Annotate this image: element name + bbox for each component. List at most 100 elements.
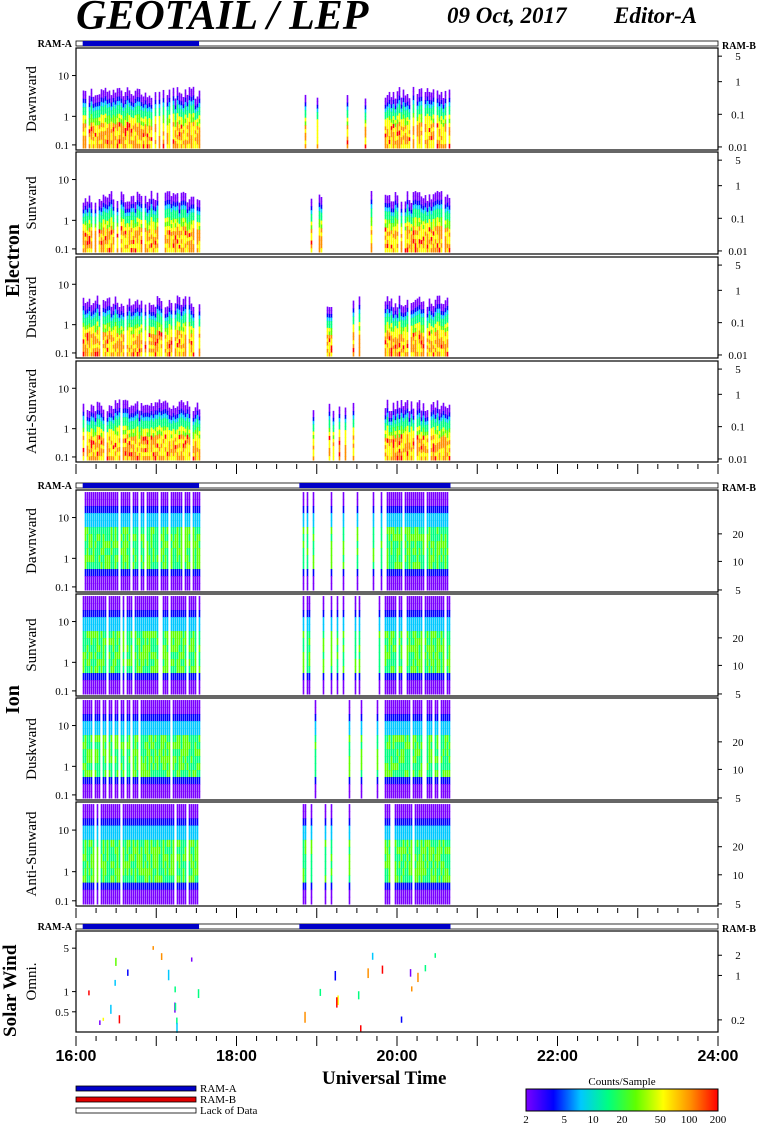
heat-cell [134, 348, 137, 353]
heat-cell [404, 95, 407, 100]
heat-cell [422, 332, 425, 337]
heat-cell [190, 131, 193, 136]
heat-cell [426, 122, 429, 128]
heat-cell [430, 448, 433, 453]
heat-cell [432, 323, 435, 328]
heat-cell [178, 430, 181, 436]
heat-cell [130, 312, 133, 317]
heat-cell [180, 222, 183, 228]
heat-cell [114, 96, 117, 102]
heat-cell [404, 341, 407, 346]
heat-cell [148, 240, 151, 245]
heat-cell [90, 326, 93, 332]
heat-cell [432, 430, 435, 436]
heat-cell [186, 234, 189, 239]
heat-cell [188, 229, 191, 234]
heat-cell [430, 337, 433, 342]
heat-cell [94, 110, 97, 115]
heat-cell [116, 135, 119, 140]
heat-cell [352, 435, 355, 441]
heat-cell [394, 247, 397, 253]
heat-cell [418, 105, 421, 111]
heat-cell [178, 227, 181, 232]
heat-cell [414, 208, 417, 214]
heat-cell [182, 100, 185, 105]
heat-cell [122, 341, 125, 346]
heat-cell [198, 333, 201, 339]
heat-cell [418, 196, 421, 202]
heat-cell [400, 115, 403, 120]
heat-cell [116, 348, 119, 353]
heat-cell [160, 439, 163, 445]
heat-cell [436, 312, 439, 318]
heat-cell [140, 243, 143, 249]
heat-cell [132, 456, 135, 461]
heat-cell [436, 115, 439, 120]
heat-cell [82, 135, 85, 141]
heat-cell [418, 317, 421, 323]
heat-cell [134, 411, 137, 417]
heat-cell [124, 416, 127, 422]
heat-cell [156, 230, 159, 236]
heat-cell [130, 228, 133, 233]
heat-cell [386, 113, 389, 119]
heat-cell [426, 452, 429, 457]
heat-cell [176, 226, 179, 232]
heat-cell [152, 315, 155, 320]
heat-cell [178, 426, 181, 432]
heat-cell [194, 429, 197, 435]
heat-cell [312, 424, 315, 429]
heat-cell [150, 112, 153, 117]
heat-cell [174, 340, 177, 346]
heat-cell [184, 347, 187, 353]
heat-cell [126, 226, 129, 231]
heat-cell [120, 139, 123, 145]
heat-cell [442, 315, 445, 320]
heat-cell [98, 455, 101, 461]
heat-cell [160, 431, 163, 437]
heat-cell [100, 241, 103, 246]
heat-cell [164, 417, 167, 423]
heat-cell [422, 320, 425, 326]
heat-cell [166, 402, 169, 408]
heat-cell [134, 219, 137, 224]
heat-cell [384, 227, 387, 233]
heat-cell [110, 341, 113, 346]
heat-cell [158, 408, 161, 413]
heat-cell [102, 548, 105, 556]
heat-cell [448, 143, 451, 149]
heat-cell [186, 209, 189, 214]
heat-cell [134, 226, 137, 232]
heat-cell [440, 139, 443, 145]
heat-cell [126, 134, 129, 140]
heat-cell [142, 448, 145, 453]
heat-cell [96, 140, 99, 145]
heat-cell [418, 226, 421, 232]
heat-cell [430, 199, 433, 204]
heat-cell [192, 331, 195, 336]
heat-cell [88, 520, 91, 528]
heat-cell [138, 210, 141, 216]
heat-cell [192, 338, 195, 343]
heat-cell [400, 434, 403, 440]
heat-cell [150, 133, 153, 138]
heat-cell [82, 431, 85, 437]
heat-cell [400, 345, 403, 350]
heat-cell [424, 211, 427, 216]
heat-cell [148, 110, 151, 115]
heat-cell [82, 427, 85, 433]
heat-cell [392, 414, 395, 420]
heat-cell [388, 320, 391, 326]
heat-cell [112, 89, 115, 95]
heat-cell [198, 452, 201, 457]
heat-cell [134, 234, 137, 239]
heat-cell [426, 435, 429, 440]
heat-cell [96, 312, 99, 318]
heat-cell [396, 119, 399, 125]
heat-cell [90, 506, 93, 514]
heat-cell [404, 312, 407, 317]
heat-cell [426, 109, 429, 115]
heat-cell [168, 319, 171, 325]
heat-cell [128, 127, 131, 133]
heat-cell [100, 200, 103, 206]
